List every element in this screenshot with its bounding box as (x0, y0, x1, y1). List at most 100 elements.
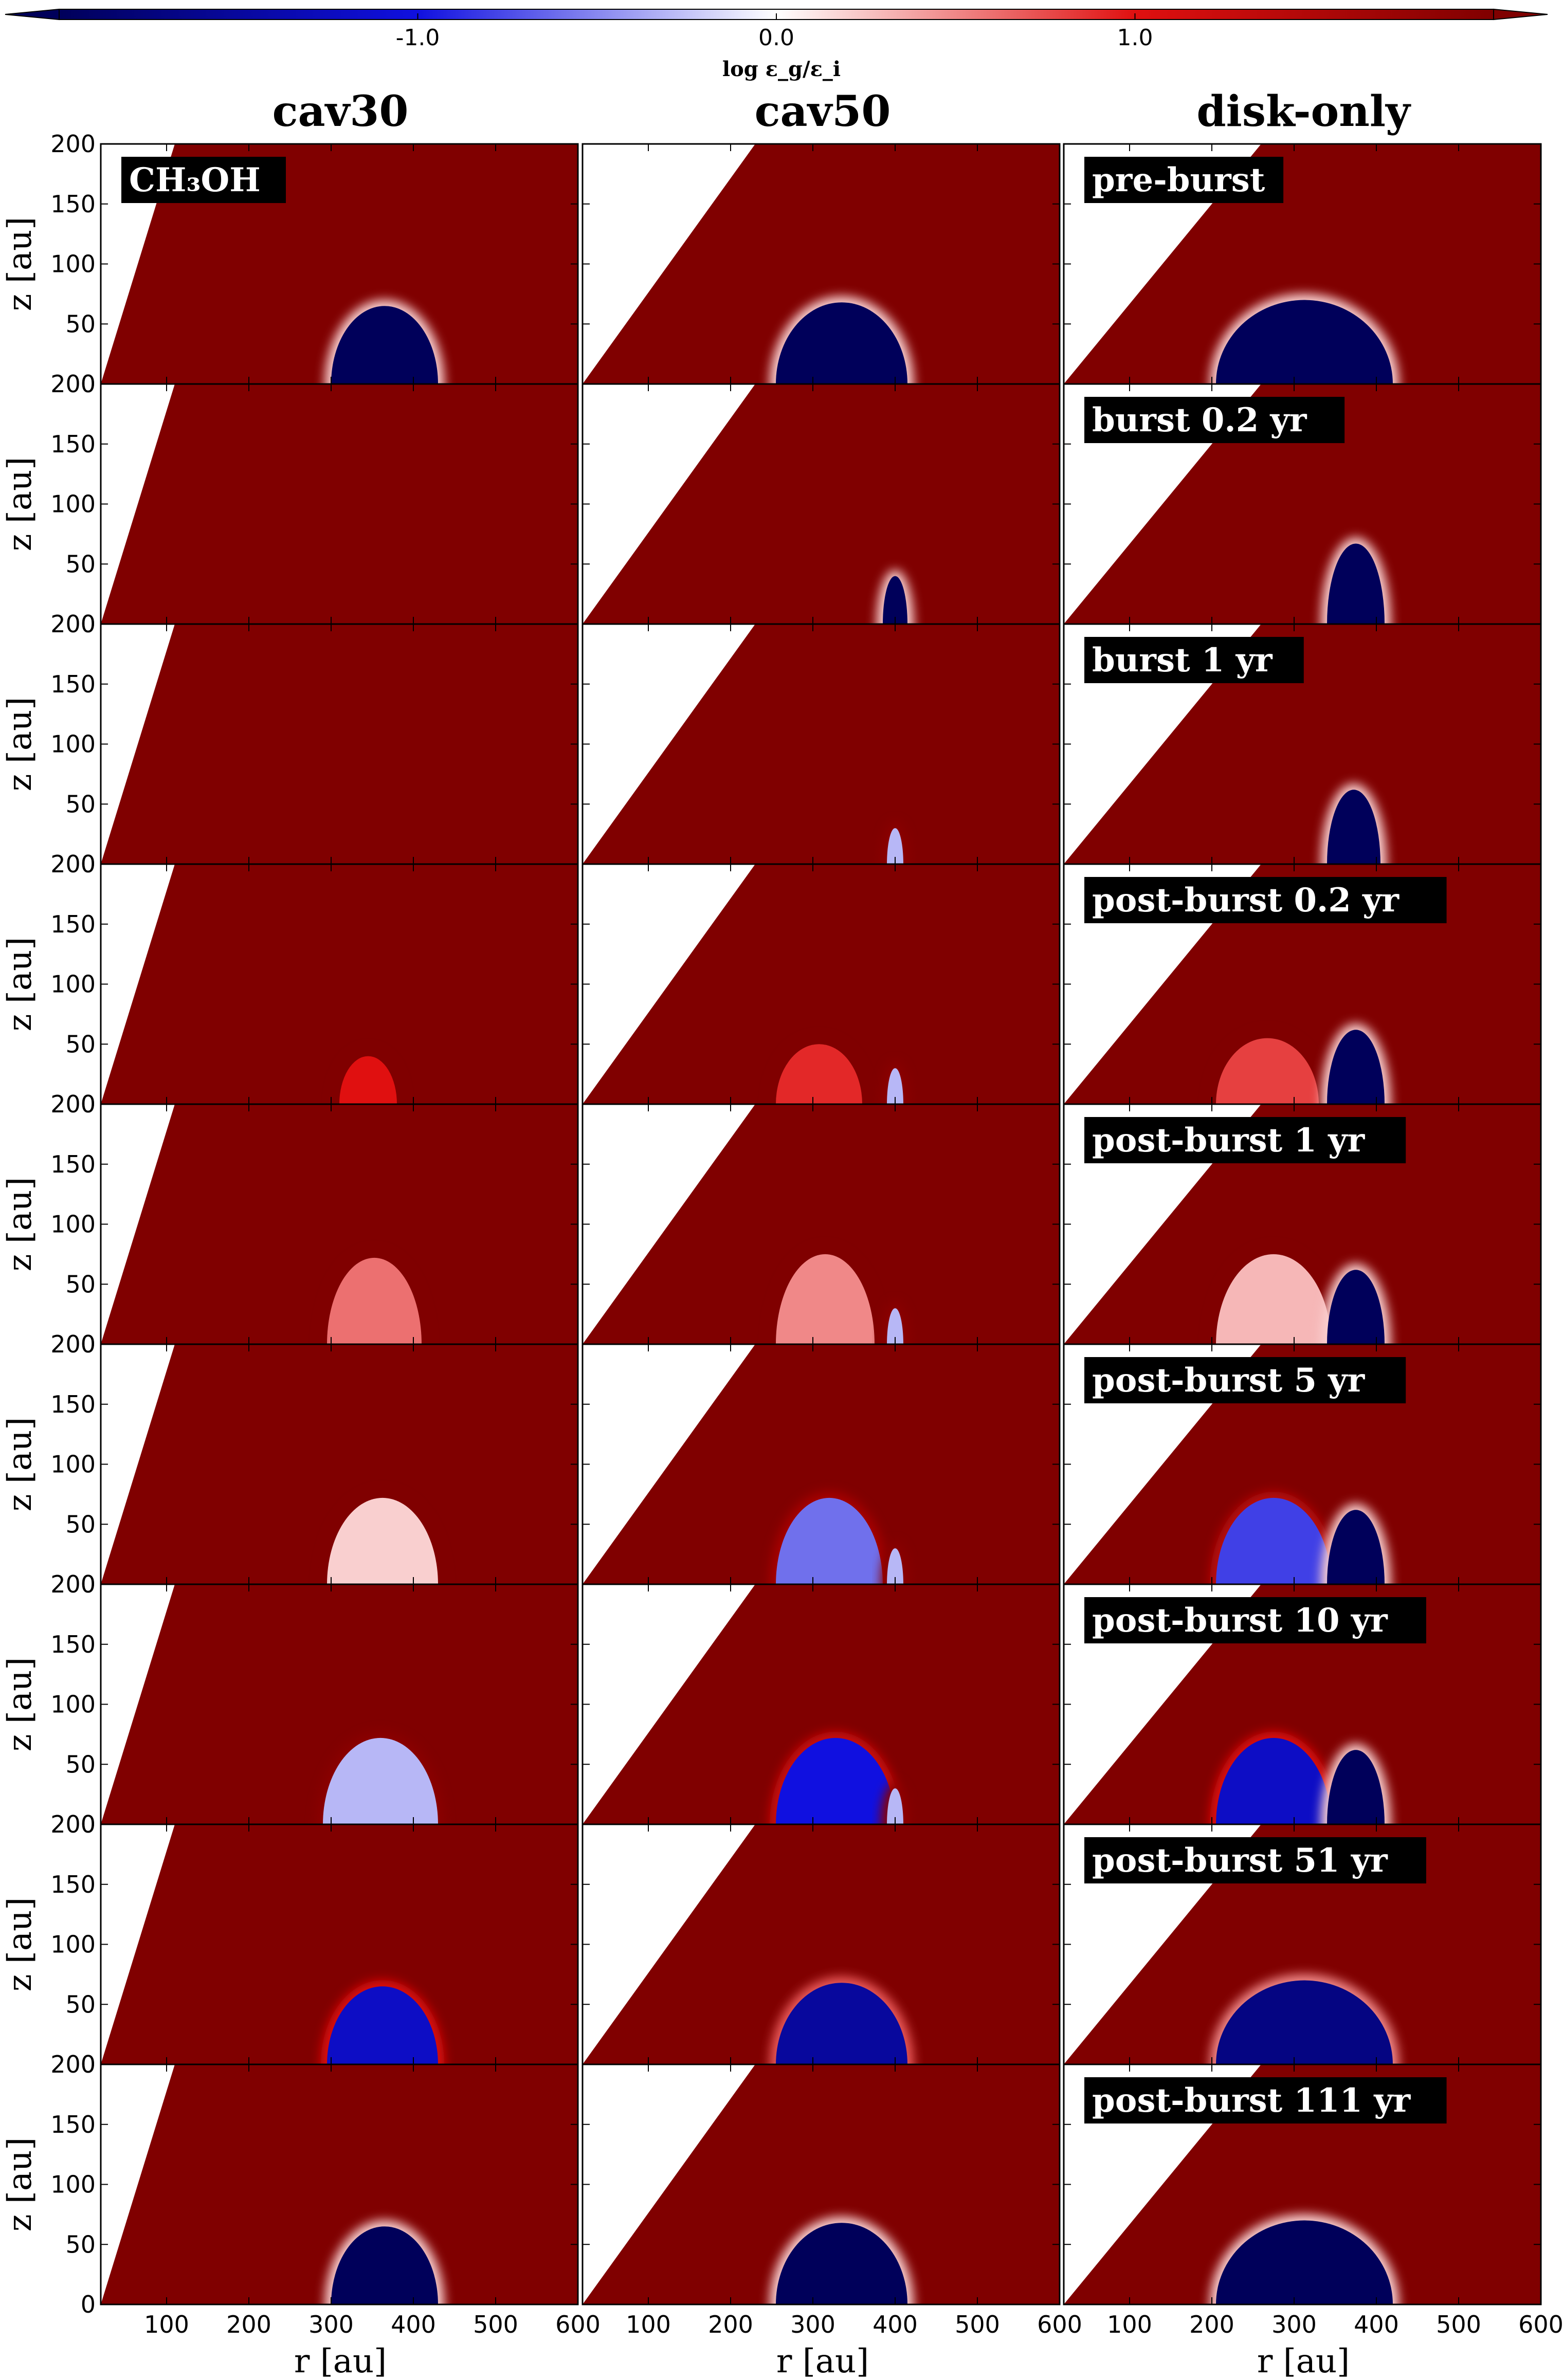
ytick-label: 150 (50, 670, 96, 698)
region-mark (776, 1044, 862, 1104)
region-mark (1216, 300, 1393, 384)
ytick-label: 0 (81, 850, 96, 878)
panel-cav50-row-8 (581, 1823, 1061, 2065)
xtick-label: 600 (1037, 2311, 1082, 2338)
ytick-label: 200 (50, 130, 96, 158)
ytick-label: 0 (81, 1330, 96, 1358)
ytick-label: 200 (50, 610, 96, 638)
region-mark (887, 828, 903, 864)
species-label: CH₃OH (129, 161, 261, 199)
ylabel: z [au] (1, 937, 39, 1031)
cavity-region (101, 2064, 175, 2304)
cavity-region (101, 1584, 175, 1824)
panel-cav50-row-1 (581, 143, 1061, 385)
row-label: post-burst 1 yr (1092, 1121, 1365, 1160)
xtick-label: 100 (144, 2311, 189, 2338)
heatmap-background (101, 864, 578, 1104)
xtick-label: 500 (955, 2311, 1000, 2338)
ytick-label: 50 (65, 310, 96, 338)
ytick-label: 150 (50, 1871, 96, 1898)
ytick-label: 150 (50, 1390, 96, 1418)
cavity-region (583, 1584, 755, 1824)
row-label-box (1084, 2077, 1447, 2123)
xtick-label: 200 (708, 2311, 753, 2338)
region-mark (1327, 1510, 1385, 1584)
cavity-region (101, 1824, 175, 2064)
ytick-label: 150 (50, 430, 96, 458)
ytick-label: 200 (50, 1570, 96, 1598)
ylabel: z [au] (1, 2137, 39, 2231)
column-title-cav30: cav30 (272, 87, 409, 136)
ytick-label: 100 (50, 2171, 96, 2199)
ytick-label: 0 (81, 1090, 96, 1118)
cavity-region (101, 144, 175, 384)
ylabel: z [au] (1, 217, 39, 311)
xlabel-col-2: r [au] (776, 2342, 869, 2380)
region-mark (883, 576, 907, 624)
ytick-label: 100 (50, 1451, 96, 1478)
ytick-label: 100 (50, 1931, 96, 1958)
ytick-label: 150 (50, 2111, 96, 2138)
colorbar-tick-label: 1.0 (1117, 25, 1153, 51)
cavity-region (1064, 1824, 1261, 2064)
region-mark (1216, 1737, 1331, 1824)
ytick-label: 100 (50, 730, 96, 758)
xlabel-col-3: r [au] (1257, 2342, 1350, 2380)
row-label-box (1084, 1357, 1406, 1403)
ytick-label: 50 (65, 790, 96, 818)
region-mark (331, 2226, 438, 2304)
panel-cav50-row-9: 100 200 300 400 500 600 (581, 2063, 1082, 2338)
region-mark (327, 1986, 438, 2064)
ytick-label: 200 (50, 850, 96, 878)
xtick-label: 600 (1518, 2311, 1563, 2338)
cavity-region (583, 1344, 755, 1584)
ytick-label: 100 (50, 250, 96, 278)
row-label: post-burst 51 yr (1092, 1841, 1388, 1880)
species-label-box (121, 157, 286, 203)
region-mark (887, 1548, 903, 1584)
row-label: burst 1 yr (1092, 641, 1273, 680)
ytick-label: 50 (65, 1510, 96, 1538)
ytick-label: 0 (81, 610, 96, 638)
ytick-label: 50 (65, 2230, 96, 2258)
region-mark (1327, 1030, 1385, 1104)
region-mark (887, 1308, 903, 1344)
cavity-region (1064, 144, 1261, 384)
panel-disk-only-row-2: burst 0.2 yr (1063, 383, 1542, 625)
ytick-label: 150 (50, 910, 96, 938)
xtick-label: 200 (1189, 2311, 1234, 2338)
ytick-label: 100 (50, 971, 96, 998)
panel-cav30-row-3: 200 150 100 50 0 z [au] (1, 610, 579, 878)
ytick-label: 100 (50, 1691, 96, 1718)
column-title-disk-only: disk-only (1196, 87, 1411, 136)
region-mark (887, 1788, 903, 1824)
region-mark (1216, 2220, 1393, 2304)
cavity-region (101, 1104, 175, 1344)
row-label-box (1084, 1597, 1426, 1643)
cavity-region (1064, 1584, 1261, 1824)
region-mark (776, 2223, 907, 2304)
region-mark (327, 1497, 438, 1584)
row-label: burst 0.2 yr (1092, 401, 1307, 440)
cavity-region (583, 1104, 755, 1344)
panel-cav30-row-1: 200 150 100 50 0 z [au] CH₃OH (1, 130, 579, 398)
column-title-cav50: cav50 (755, 87, 891, 136)
cavity-region (583, 2064, 755, 2304)
ytick-label: 50 (65, 1270, 96, 1298)
xtick-label: 300 (790, 2311, 835, 2338)
region-mark (1216, 1497, 1331, 1584)
heatmap-background (101, 624, 578, 864)
ytick-label: 50 (65, 1750, 96, 1778)
cavity-region (101, 624, 175, 864)
colorbar-tick-label: -1.0 (396, 25, 440, 51)
row-label: post-burst 111 yr (1092, 2081, 1411, 2120)
region-mark (1327, 1750, 1385, 1824)
region-mark (776, 1254, 875, 1344)
ytick-label: 200 (50, 1810, 96, 1838)
panel-cav50-row-7 (581, 1583, 1061, 1825)
panel-cav30-row-6: 200 150 100 50 0 z [au] (1, 1330, 579, 1598)
panel-cav50-row-4 (581, 863, 1061, 1105)
ytick-label: 200 (50, 370, 96, 398)
